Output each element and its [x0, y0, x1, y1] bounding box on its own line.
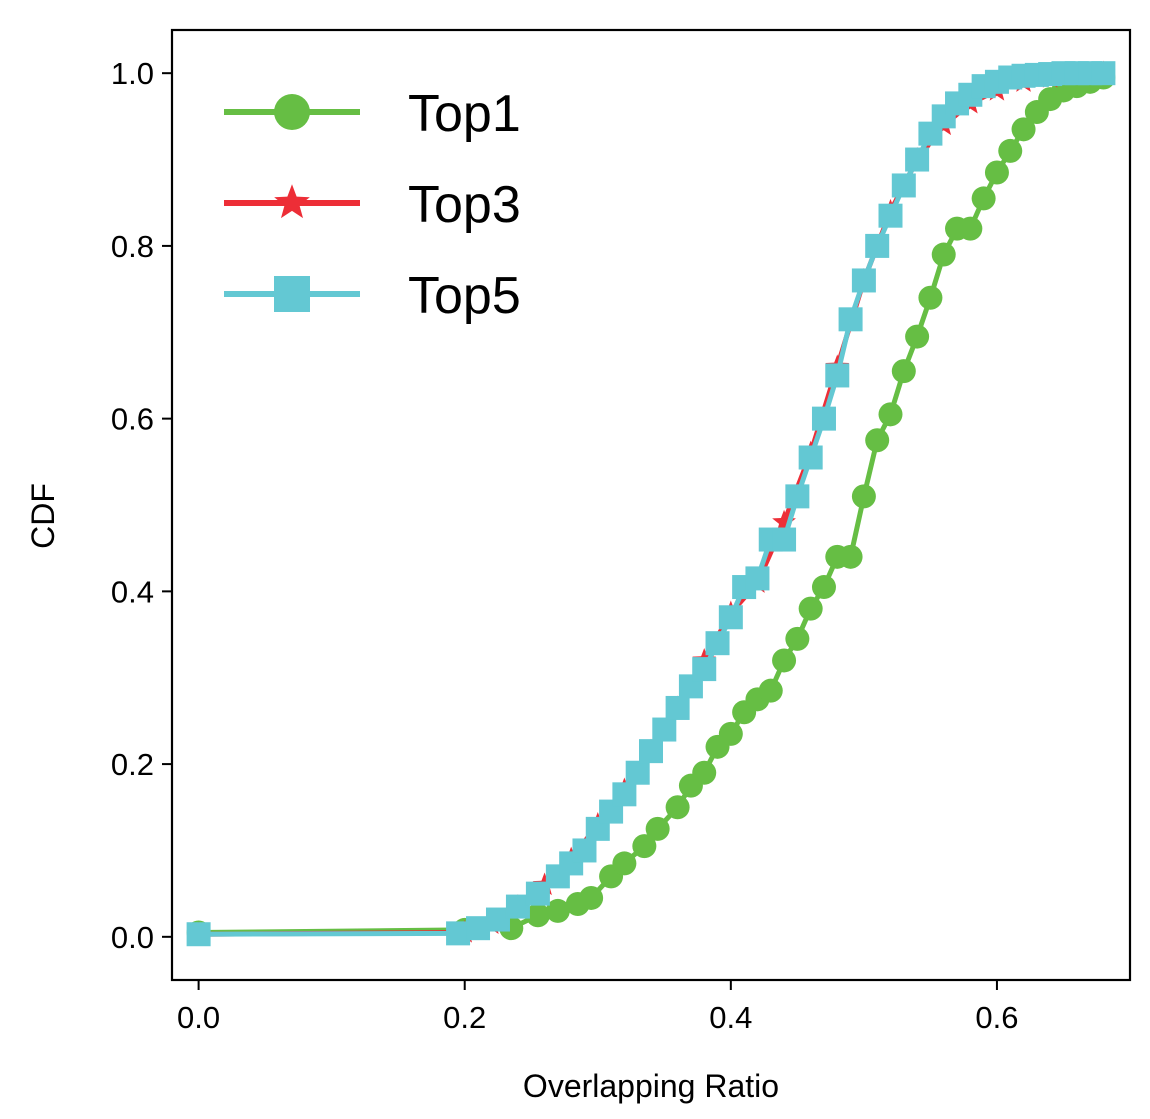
data-point-top1 [878, 402, 903, 427]
data-point-top1 [984, 160, 1009, 185]
data-point-top1 [612, 851, 637, 876]
data-point-top5 [652, 717, 677, 742]
data-point-top1 [632, 834, 657, 859]
x-tick-label: 0.2 [443, 1000, 486, 1035]
data-point-top1 [665, 795, 690, 820]
y-axis: 0.0 0.2 0.4 0.6 0.8 1.0 [111, 56, 172, 955]
data-point-top5 [838, 307, 863, 332]
x-axis-label: Overlapping Ratio [523, 1068, 779, 1104]
data-point-top1 [525, 903, 550, 928]
legend-marker-top1 [274, 94, 310, 130]
data-point-top1 [958, 216, 983, 241]
data-point-top5 [1091, 61, 1116, 86]
data-point-top5 [811, 406, 836, 431]
data-point-top1 [891, 359, 916, 384]
data-point-top1 [931, 242, 956, 267]
data-point-top1 [905, 324, 930, 349]
x-tick-label: 0.6 [975, 1000, 1018, 1035]
data-point-top5 [612, 782, 637, 807]
data-point-top1 [865, 428, 890, 453]
data-point-top1 [918, 285, 943, 310]
data-point-top5 [891, 173, 916, 198]
data-point-top5 [745, 566, 770, 591]
data-point-top1 [785, 626, 810, 651]
data-point-top1 [545, 898, 570, 923]
data-point-top1 [1011, 117, 1036, 142]
x-axis: 0.0 0.2 0.4 0.6 [177, 980, 1018, 1035]
data-point-top5 [625, 760, 650, 785]
data-point-top5 [878, 203, 903, 228]
data-point-top5 [572, 838, 597, 863]
y-tick-label: 0.8 [111, 229, 154, 264]
data-point-top1 [772, 648, 797, 673]
y-tick-label: 0.4 [111, 574, 154, 609]
data-point-top5 [186, 922, 211, 947]
legend-item-top3: Top3 [224, 176, 521, 234]
data-point-top5 [905, 147, 930, 172]
data-point-top5 [705, 631, 730, 656]
x-tick-label: 0.0 [177, 1000, 220, 1035]
y-tick-label: 1.0 [111, 56, 154, 91]
legend-marker-top3 [274, 184, 310, 219]
legend-label-top5: Top5 [408, 267, 521, 325]
legend-label-top1: Top1 [408, 85, 521, 143]
y-axis-label: CDF [25, 483, 61, 549]
data-point-top1 [971, 186, 996, 211]
data-point-top3 [772, 509, 796, 533]
data-point-top1 [579, 885, 604, 910]
y-tick-label: 0.0 [111, 920, 154, 955]
plot-series-group [186, 60, 1116, 947]
data-point-top5 [692, 657, 717, 682]
data-point-top5 [639, 739, 663, 764]
data-point-top1 [998, 138, 1023, 163]
x-tick-label: 0.4 [709, 1000, 752, 1035]
data-point-top1 [645, 816, 670, 841]
data-point-top1 [718, 721, 743, 746]
legend: Top1 Top3 Top5 [224, 85, 521, 325]
data-point-top1 [811, 575, 836, 600]
y-tick-label: 0.2 [111, 747, 154, 782]
data-point-top1 [798, 596, 823, 621]
data-point-top5 [772, 527, 797, 552]
series-top5 [186, 61, 1116, 947]
data-point-top5 [718, 605, 743, 630]
data-point-top5 [825, 363, 850, 388]
data-point-top5 [865, 233, 890, 258]
plot-frame [170, 28, 1132, 982]
data-point-top5 [798, 445, 823, 470]
legend-marker-top5 [274, 276, 310, 312]
data-point-top5 [665, 695, 690, 720]
data-point-top5 [785, 484, 810, 509]
data-point-top1 [838, 544, 863, 569]
data-point-top1 [758, 678, 783, 703]
legend-label-top3: Top3 [408, 176, 521, 234]
data-point-top1 [851, 484, 876, 509]
data-point-top1 [692, 760, 717, 785]
legend-item-top1: Top1 [224, 85, 521, 143]
data-point-top5 [851, 268, 876, 293]
legend-item-top5: Top5 [224, 267, 521, 325]
y-tick-label: 0.6 [111, 402, 154, 437]
